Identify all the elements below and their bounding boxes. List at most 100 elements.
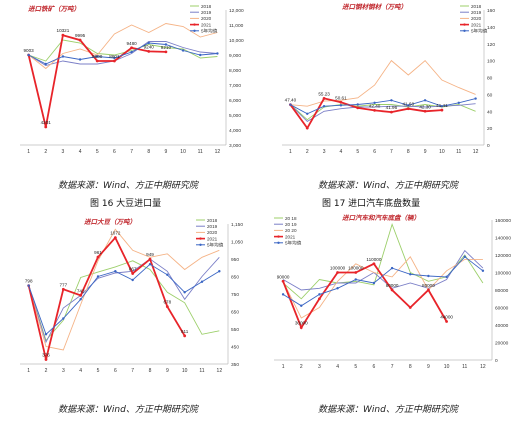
chart-title: 进口钢材钢材（万吨） xyxy=(342,3,407,11)
legend-label: 2018 xyxy=(471,4,482,9)
series-point xyxy=(164,50,168,54)
y-tick-label: 10,000 xyxy=(229,38,244,44)
y-tick-label: 850 xyxy=(231,275,239,281)
series-line xyxy=(290,104,476,121)
series-point xyxy=(113,59,116,63)
series-point xyxy=(457,101,460,105)
y-tick-label: 3,000 xyxy=(229,143,241,149)
series-point xyxy=(147,41,150,45)
legend-label: 2020 xyxy=(471,16,482,21)
x-tick-label: 10 xyxy=(439,149,445,155)
y-tick-label: 0 xyxy=(495,358,498,364)
y-tick-label: 140 xyxy=(487,25,495,31)
y-tick-label: 160000 xyxy=(495,218,511,224)
series-point xyxy=(44,333,48,336)
series-point xyxy=(130,50,133,54)
series-line xyxy=(28,256,220,344)
x-tick-label: 11 xyxy=(199,368,204,374)
series-point xyxy=(407,104,410,107)
data-label: 9210 xyxy=(161,45,172,50)
series-point xyxy=(131,278,134,282)
x-tick-label: 5 xyxy=(354,364,357,370)
y-tick-label: 750 xyxy=(231,292,239,298)
series-point xyxy=(96,275,100,278)
series-point xyxy=(373,101,376,105)
x-tick-label: 11 xyxy=(456,149,461,155)
source-note: 数据来源：Wind、方正中期研究院 xyxy=(58,181,198,191)
x-tick-label: 9 xyxy=(166,368,169,374)
legend-marker xyxy=(277,241,280,244)
x-tick-label: 3 xyxy=(62,368,65,374)
legend-marker xyxy=(193,23,196,26)
legend-label: 5年均值 xyxy=(201,28,218,35)
source-note: 数据来源：Wind、方正中期研究院 xyxy=(318,181,458,191)
series-line xyxy=(289,97,442,130)
x-tick-label: 2 xyxy=(300,364,303,370)
y-tick-label: 20 xyxy=(487,126,493,132)
data-label: 10321 xyxy=(57,28,70,33)
legend-label: 20 20 xyxy=(285,228,297,233)
legend-marker xyxy=(463,23,466,26)
chart-title: 进口大豆（万吨） xyxy=(84,218,136,226)
x-tick-label: 7 xyxy=(390,149,393,155)
data-label: 798 xyxy=(25,279,33,284)
series-point xyxy=(481,269,485,272)
series-point xyxy=(27,284,30,287)
series-line xyxy=(290,98,476,115)
series-point xyxy=(299,326,303,330)
series-point xyxy=(79,294,83,297)
x-tick-label: 3 xyxy=(62,149,65,155)
data-label: 961 xyxy=(94,250,102,255)
y-tick-label: 650 xyxy=(231,310,239,316)
y-tick-label: 100000 xyxy=(495,271,511,277)
x-tick-label: 4 xyxy=(340,149,343,155)
series-point xyxy=(27,53,30,57)
series-point xyxy=(181,49,185,52)
legend-label: 5年均值 xyxy=(471,28,488,35)
series-point xyxy=(218,270,221,273)
data-label: 47.40 xyxy=(285,98,297,103)
data-label: 90000 xyxy=(277,274,290,279)
legend-label: 2021 xyxy=(285,234,296,239)
series-point xyxy=(318,297,321,301)
series-point xyxy=(440,104,444,108)
y-tick-label: 80 xyxy=(487,76,493,82)
y-tick-label: 60 xyxy=(487,92,493,98)
series-line xyxy=(27,236,186,360)
series-point xyxy=(148,257,152,261)
series-line xyxy=(282,249,484,291)
chart-auto-import: 0 20000 40000 60000 80000 100000 120000 140000 1… xyxy=(274,214,511,370)
x-tick-label: 4 xyxy=(79,149,82,155)
data-label: 100000 xyxy=(330,266,346,271)
series-point xyxy=(216,52,219,55)
source-note: 数据来源：Wind、方正中期研究院 xyxy=(318,405,458,415)
series-point xyxy=(148,263,152,266)
x-tick-label: 4 xyxy=(336,364,339,370)
x-tick-label: 9 xyxy=(424,149,427,155)
y-tick-label: 4,000 xyxy=(229,128,241,134)
x-tick-label: 4 xyxy=(79,368,82,374)
data-label: 678 xyxy=(163,300,171,305)
series-line xyxy=(28,228,220,351)
series-point xyxy=(336,287,339,290)
data-label: 44000 xyxy=(440,315,453,320)
y-tick-label: 1,050 xyxy=(231,240,243,246)
x-tick-label: 11 xyxy=(462,364,467,370)
series-point xyxy=(61,55,65,58)
legend-marker xyxy=(199,237,202,240)
legend-label: 20 18 xyxy=(285,216,297,221)
series-point xyxy=(44,62,47,66)
legend-label: 2021 xyxy=(207,236,218,241)
y-tick-label: 1,150 xyxy=(231,222,243,228)
data-label: 41.41 xyxy=(436,103,448,108)
data-label: 50.61 xyxy=(335,95,347,100)
y-tick-label: 100 xyxy=(487,59,495,65)
series-point xyxy=(96,55,99,58)
series-point xyxy=(322,97,326,100)
x-tick-label: 10 xyxy=(182,368,188,374)
data-label: 742 xyxy=(77,288,85,293)
legend-label: 2021 xyxy=(471,22,482,27)
x-tick-label: 5 xyxy=(96,149,99,155)
y-tick-label: 60000 xyxy=(495,306,509,312)
data-label: 110000 xyxy=(366,257,381,262)
